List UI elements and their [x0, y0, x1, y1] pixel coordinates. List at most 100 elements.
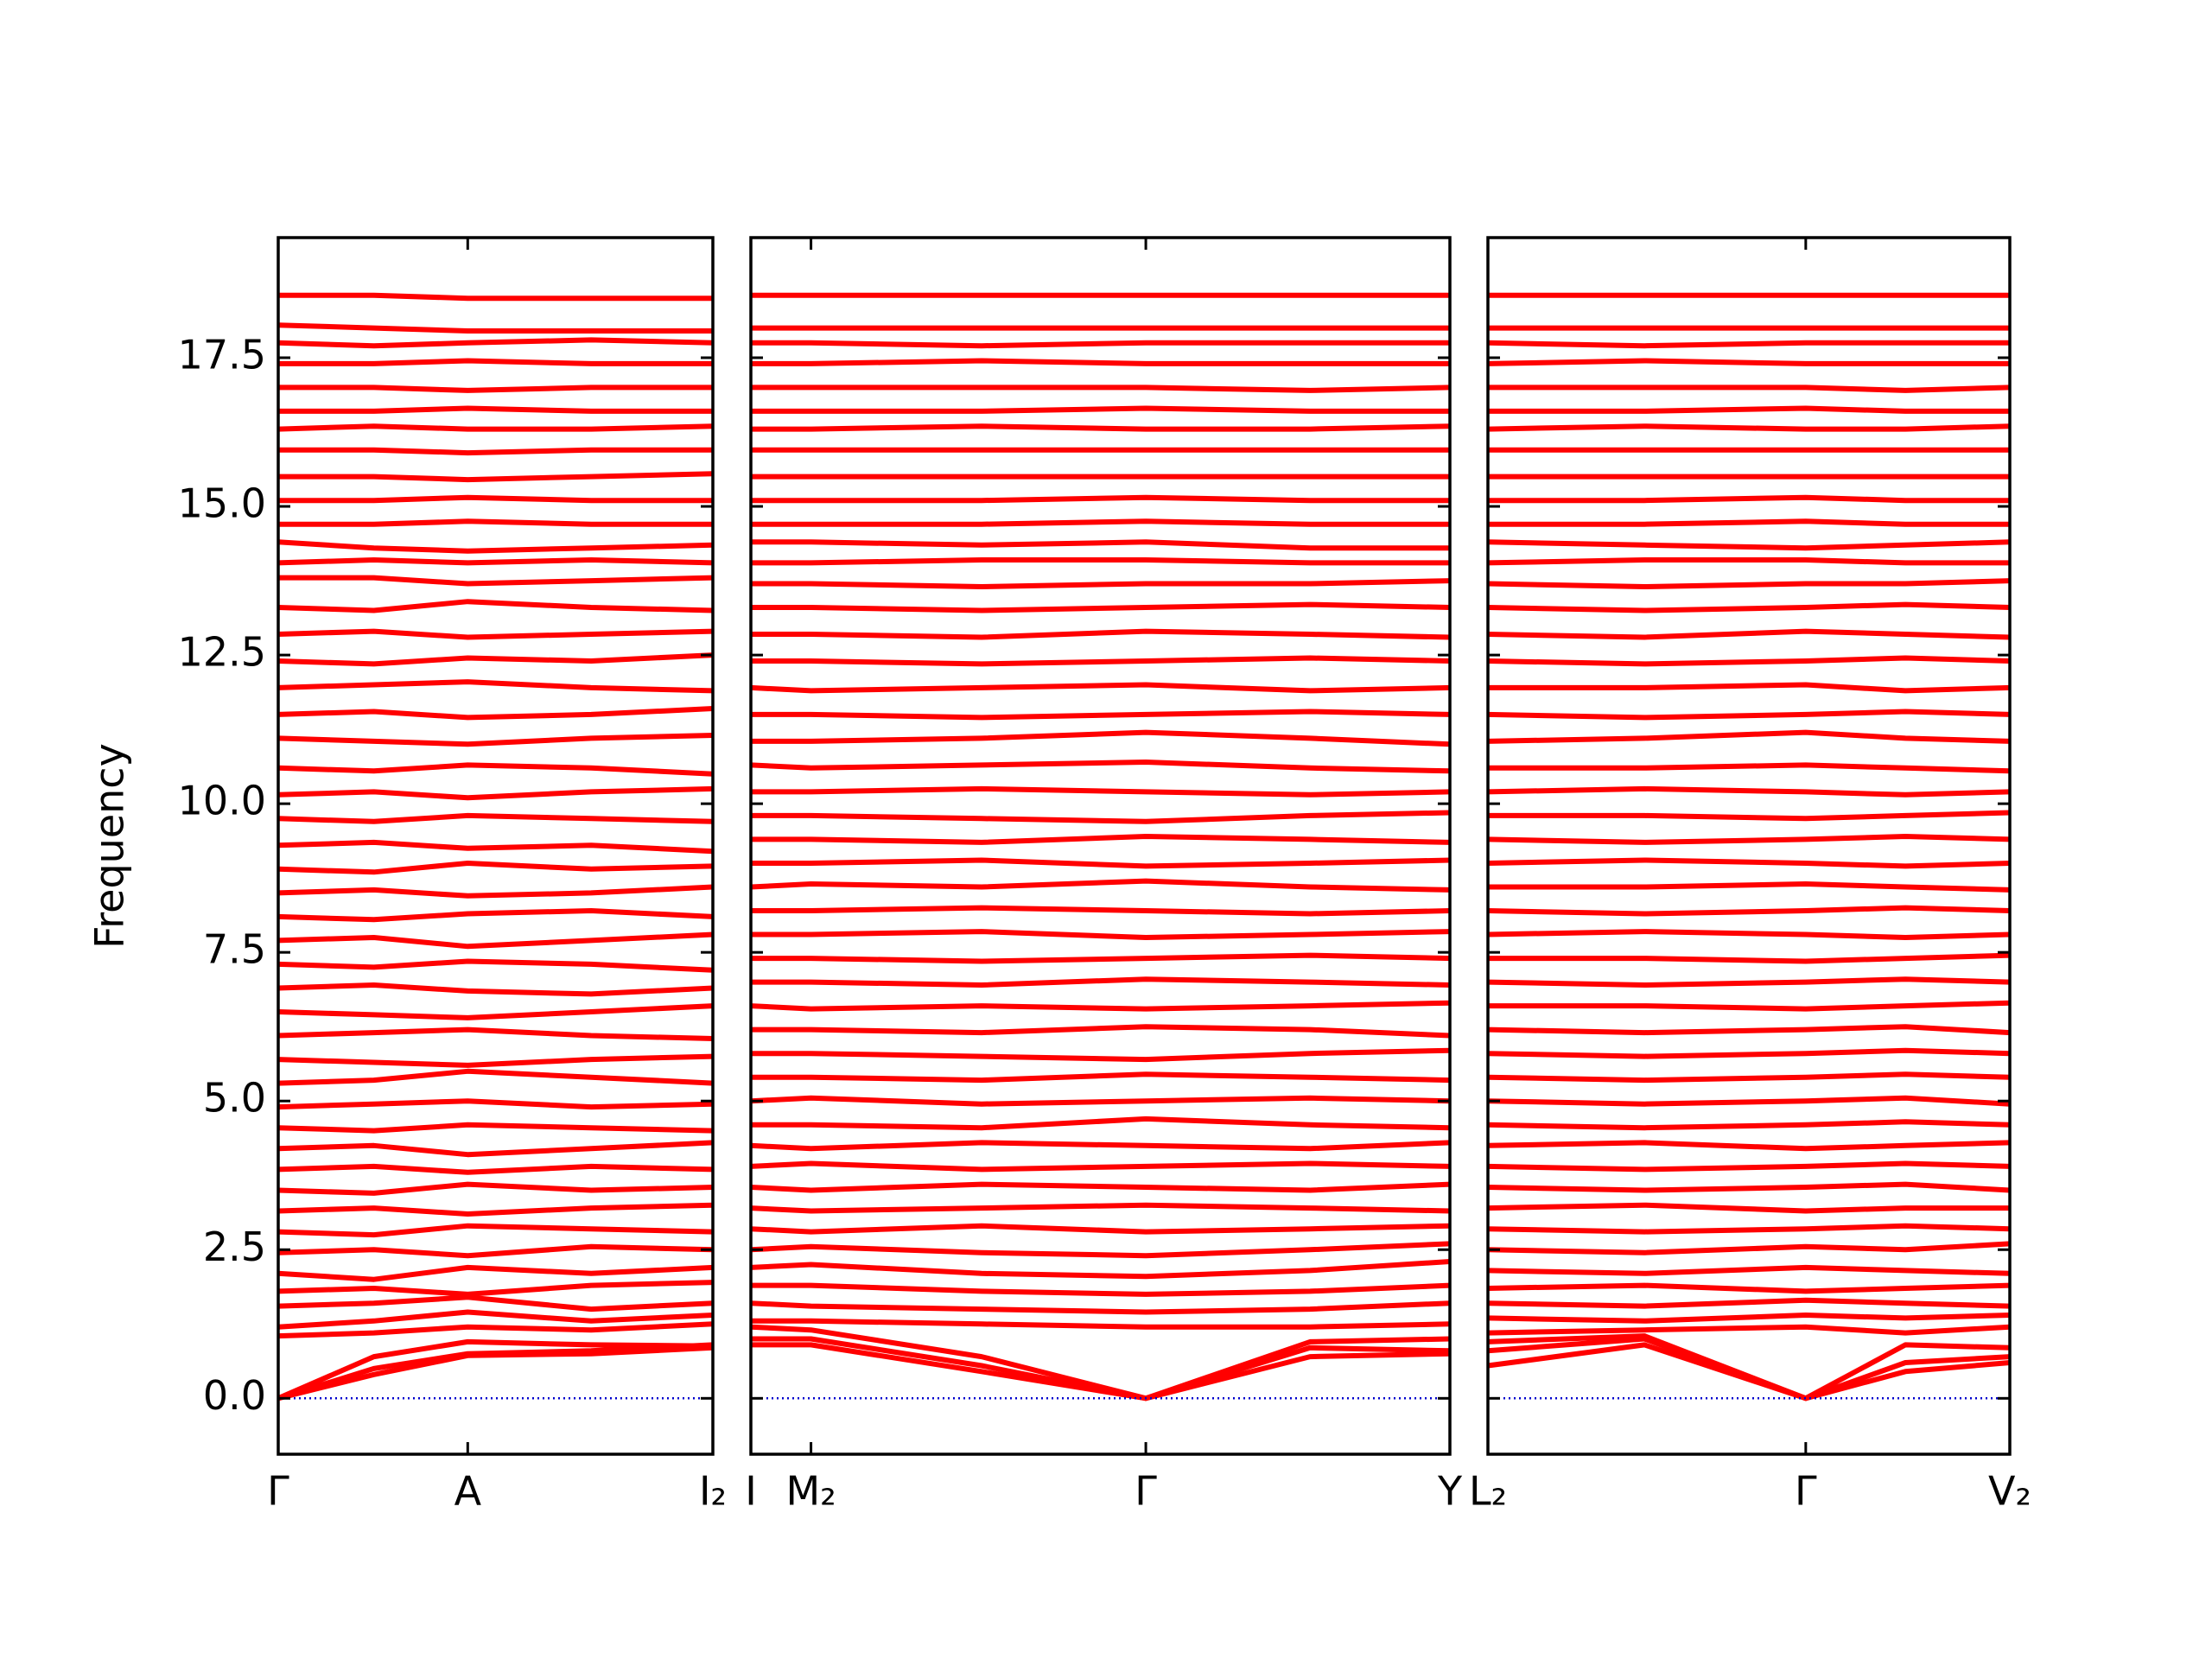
band-line	[1487, 976, 2011, 988]
band-line	[277, 1181, 714, 1196]
band-line	[751, 785, 1451, 798]
band-line	[750, 1259, 1451, 1280]
band-line	[751, 494, 1450, 504]
band-line	[751, 834, 1451, 845]
band-line	[277, 1098, 714, 1110]
band-line	[751, 1318, 1451, 1330]
band-line	[1487, 1181, 2011, 1193]
band-line	[277, 628, 714, 640]
band-line	[1488, 952, 2011, 964]
band-line	[1488, 881, 2011, 893]
band-line	[1487, 1342, 2011, 1402]
band-line	[277, 1321, 714, 1339]
band-line	[750, 1324, 1451, 1402]
plot-frame	[1486, 236, 2012, 1456]
band-line	[277, 557, 714, 566]
band-line	[1488, 810, 2011, 822]
band-line	[1487, 1223, 2011, 1235]
band-line	[278, 292, 713, 302]
band-line	[751, 340, 1450, 349]
band-line	[751, 729, 1451, 747]
band-line	[751, 1071, 1451, 1084]
band-line	[278, 518, 713, 527]
band-line	[751, 1047, 1451, 1063]
band-line	[1488, 1000, 2011, 1012]
band-line	[751, 976, 1451, 988]
band-line	[1487, 601, 2011, 613]
band-line	[277, 1342, 714, 1402]
band-line	[1487, 358, 2010, 366]
band-line	[277, 337, 714, 349]
band-line	[1487, 628, 2011, 640]
band-line	[277, 1122, 714, 1134]
band-line	[277, 322, 713, 334]
band-line	[277, 982, 714, 997]
band-line	[751, 709, 1451, 721]
band-line	[1487, 539, 2011, 551]
band-line	[1487, 1071, 2011, 1084]
band-line	[1488, 405, 2010, 414]
y-tick-label: 10.0	[178, 778, 266, 824]
band-line	[751, 557, 1450, 566]
band-line	[751, 385, 1451, 393]
band-line	[1487, 1024, 2011, 1036]
band-line	[1487, 423, 2011, 432]
band-line	[751, 1282, 1451, 1297]
band-line	[1487, 1095, 2011, 1107]
y-tick-label: 12.5	[178, 629, 266, 676]
band-line	[751, 628, 1451, 640]
band-line	[750, 682, 1451, 694]
y-tick-label: 2.5	[203, 1224, 266, 1270]
band-line	[1488, 518, 2010, 527]
band-line	[1487, 1313, 2011, 1324]
band-line	[750, 1300, 1451, 1315]
band-line	[1488, 762, 2011, 774]
band-line	[750, 760, 1451, 774]
band-line	[1487, 1140, 2011, 1152]
band-line	[276, 1338, 714, 1402]
band-line	[277, 1264, 714, 1282]
band-line	[278, 494, 713, 504]
band-line	[278, 447, 713, 456]
band-line	[1487, 834, 2011, 845]
x-tick-label: L₂	[1469, 1468, 1507, 1515]
band-line	[277, 931, 714, 950]
x-tick-label: Γ	[1135, 1468, 1157, 1515]
band-line	[1487, 1264, 2011, 1276]
band-line	[277, 1140, 714, 1158]
x-tick-label: A	[454, 1468, 482, 1515]
band-line	[1488, 385, 2011, 393]
band-line	[277, 1202, 714, 1217]
band-line	[1487, 1047, 2011, 1059]
band-line	[277, 1027, 714, 1041]
band-line	[750, 1223, 1451, 1235]
band-line	[1487, 578, 2011, 589]
y-tick-label: 15.0	[178, 480, 266, 527]
band-line	[751, 601, 1451, 613]
band-line	[277, 1309, 714, 1330]
plot-frame	[749, 236, 1452, 1456]
band-line	[277, 762, 714, 777]
band-line	[751, 518, 1450, 527]
band-line	[1487, 557, 2010, 566]
x-tick-label: Γ	[267, 1468, 289, 1515]
y-tick-label: 17.5	[178, 332, 266, 378]
band-line	[1487, 1324, 2011, 1336]
band-line	[750, 1160, 1451, 1173]
band-line	[751, 405, 1450, 414]
x-tick-label: V₂	[1988, 1468, 2031, 1515]
band-line	[750, 1241, 1451, 1259]
band-line	[751, 423, 1451, 432]
band-line	[751, 905, 1451, 917]
x-tick-label: Γ	[1795, 1468, 1817, 1515]
band-line	[278, 471, 714, 483]
band-line	[277, 1163, 714, 1175]
band-line	[277, 1243, 714, 1259]
x-tick-label: I	[745, 1468, 757, 1515]
band-line	[277, 812, 714, 824]
band-line	[277, 652, 714, 667]
band-line	[751, 810, 1451, 824]
y-tick-label: 7.5	[203, 926, 266, 973]
band-line	[277, 908, 714, 923]
